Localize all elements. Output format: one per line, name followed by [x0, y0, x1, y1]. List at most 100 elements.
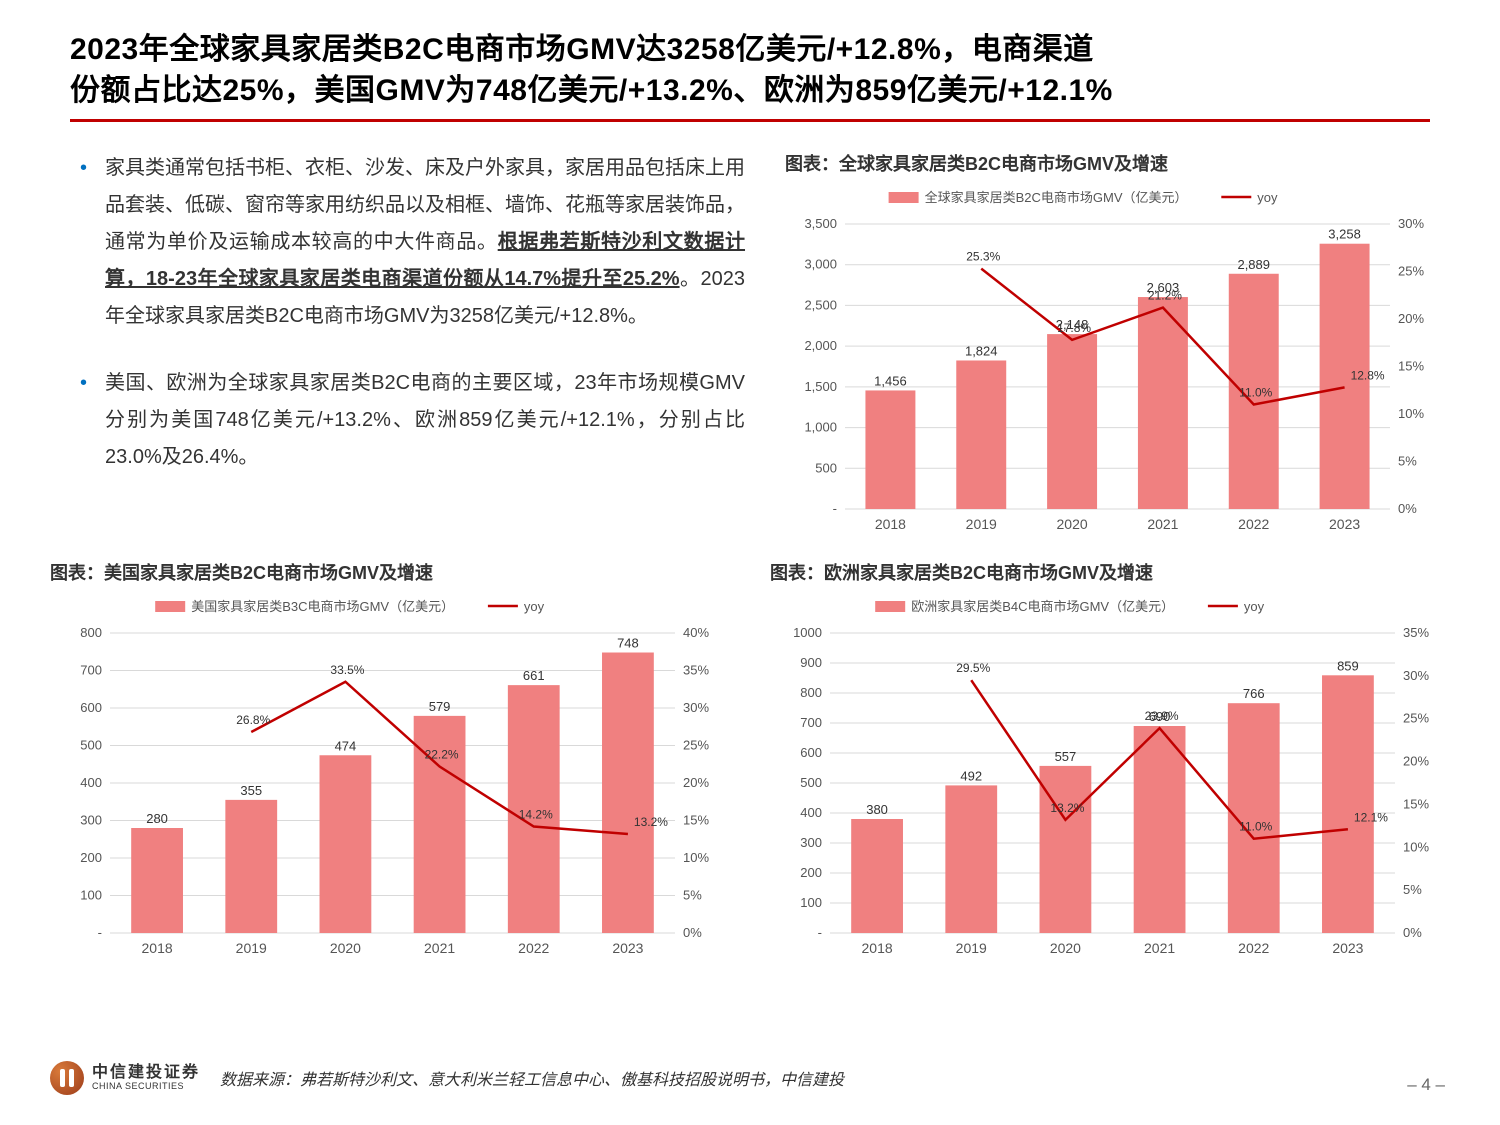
- svg-text:859: 859: [1337, 658, 1359, 673]
- bullet-dot-icon: •: [80, 365, 87, 476]
- svg-text:200: 200: [80, 850, 102, 865]
- chart-eu-title: 图表：欧洲家具家居类B2C电商市场GMV及增速: [770, 559, 1450, 585]
- svg-text:yoy: yoy: [1257, 190, 1278, 205]
- bullet-item: •家具类通常包括书柜、衣柜、沙发、床及户外家具，家居用品包括床上用品套装、低碳、…: [80, 150, 745, 335]
- svg-text:2018: 2018: [862, 940, 893, 956]
- svg-text:0%: 0%: [683, 925, 702, 940]
- chart-global: 全球家具家居类B2C电商市场GMV（亿美元）yoy-5001,0001,5002…: [785, 184, 1450, 539]
- svg-text:3,500: 3,500: [804, 216, 837, 231]
- title-line-1: 2023年全球家具家居类B2C电商市场GMV达3258亿美元/+12.8%，电商…: [70, 33, 1094, 66]
- page-title-block: 2023年全球家具家居类B2C电商市场GMV达3258亿美元/+12.8%，电商…: [70, 30, 1430, 122]
- svg-text:35%: 35%: [683, 663, 709, 678]
- svg-text:2021: 2021: [1144, 940, 1175, 956]
- svg-text:25.3%: 25.3%: [966, 250, 1000, 264]
- svg-text:12.1%: 12.1%: [1354, 810, 1388, 824]
- svg-text:5%: 5%: [1398, 454, 1417, 469]
- svg-text:600: 600: [800, 745, 822, 760]
- footer: 中信建投证券 CHINA SECURITIES 数据来源：弗若斯特沙利文、意大利…: [50, 1061, 1450, 1095]
- svg-text:10%: 10%: [683, 850, 709, 865]
- svg-text:15%: 15%: [683, 813, 709, 828]
- svg-text:748: 748: [617, 636, 639, 651]
- svg-text:2020: 2020: [1057, 516, 1088, 532]
- svg-text:766: 766: [1243, 686, 1265, 701]
- svg-text:33.5%: 33.5%: [330, 663, 364, 677]
- svg-text:579: 579: [429, 699, 451, 714]
- svg-text:200: 200: [800, 865, 822, 880]
- svg-text:2023: 2023: [1329, 516, 1360, 532]
- svg-text:100: 100: [800, 895, 822, 910]
- svg-text:2,500: 2,500: [804, 297, 837, 312]
- svg-text:30%: 30%: [683, 700, 709, 715]
- svg-text:25%: 25%: [683, 738, 709, 753]
- svg-text:300: 300: [80, 813, 102, 828]
- svg-text:14.2%: 14.2%: [519, 808, 553, 822]
- svg-text:11.0%: 11.0%: [1239, 820, 1272, 834]
- svg-text:355: 355: [240, 783, 262, 798]
- svg-text:20%: 20%: [1398, 311, 1424, 326]
- svg-text:-: -: [818, 925, 822, 940]
- svg-text:3,258: 3,258: [1328, 227, 1361, 242]
- svg-text:yoy: yoy: [524, 599, 545, 614]
- svg-text:20%: 20%: [683, 775, 709, 790]
- svg-text:20%: 20%: [1403, 754, 1429, 769]
- svg-text:0%: 0%: [1403, 925, 1422, 940]
- svg-text:800: 800: [80, 625, 102, 640]
- title-line-2: 份额占比达25%，美国GMV为748亿美元/+13.2%、欧洲为859亿美元/+…: [70, 74, 1113, 107]
- svg-text:2022: 2022: [518, 940, 549, 956]
- svg-text:13.2%: 13.2%: [1050, 801, 1084, 815]
- svg-text:1,000: 1,000: [804, 420, 837, 435]
- svg-text:380: 380: [866, 802, 888, 817]
- bullet-dot-icon: •: [80, 150, 87, 335]
- svg-text:3,000: 3,000: [804, 257, 837, 272]
- svg-text:30%: 30%: [1403, 668, 1429, 683]
- svg-text:0%: 0%: [1398, 501, 1417, 516]
- page-title: 2023年全球家具家居类B2C电商市场GMV达3258亿美元/+12.8%，电商…: [70, 30, 1430, 111]
- svg-text:13.2%: 13.2%: [634, 815, 668, 829]
- svg-text:11.0%: 11.0%: [1239, 386, 1272, 400]
- svg-text:2019: 2019: [966, 516, 997, 532]
- svg-text:全球家具家居类B2C电商市场GMV（亿美元）: 全球家具家居类B2C电商市场GMV（亿美元）: [925, 190, 1188, 205]
- chart-global-title: 图表：全球家具家居类B2C电商市场GMV及增速: [785, 150, 1450, 176]
- svg-text:35%: 35%: [1403, 625, 1429, 640]
- svg-text:欧洲家具家居类B4C电商市场GMV（亿美元）: 欧洲家具家居类B4C电商市场GMV（亿美元）: [911, 599, 1174, 614]
- svg-text:400: 400: [80, 775, 102, 790]
- svg-text:26.8%: 26.8%: [236, 713, 270, 727]
- svg-text:100: 100: [80, 888, 102, 903]
- svg-text:22.2%: 22.2%: [425, 748, 459, 762]
- svg-text:2020: 2020: [330, 940, 361, 956]
- logo-cn: 中信建投证券: [92, 1065, 200, 1082]
- svg-text:600: 600: [80, 700, 102, 715]
- svg-text:2019: 2019: [956, 940, 987, 956]
- svg-text:30%: 30%: [1398, 216, 1424, 231]
- bullet-item: •美国、欧洲为全球家具家居类B2C电商的主要区域，23年市场规模GMV分别为美国…: [80, 365, 745, 476]
- brand-logo: 中信建投证券 CHINA SECURITIES: [50, 1061, 200, 1095]
- svg-text:10%: 10%: [1398, 406, 1424, 421]
- chart-us: 美国家具家居类B3C电商市场GMV（亿美元） yoy - 100 200 300 400 50…: [50, 593, 730, 963]
- svg-text:25%: 25%: [1398, 264, 1424, 279]
- svg-text:400: 400: [800, 805, 822, 820]
- svg-text:2023: 2023: [1332, 940, 1363, 956]
- svg-text:2022: 2022: [1238, 516, 1269, 532]
- svg-text:500: 500: [80, 738, 102, 753]
- svg-text:557: 557: [1055, 749, 1077, 764]
- svg-text:40%: 40%: [683, 625, 709, 640]
- svg-text:-: -: [98, 925, 102, 940]
- svg-text:5%: 5%: [683, 888, 702, 903]
- svg-text:2023: 2023: [612, 940, 643, 956]
- svg-text:2,000: 2,000: [804, 338, 837, 353]
- svg-text:661: 661: [523, 668, 545, 683]
- svg-text:15%: 15%: [1403, 796, 1429, 811]
- svg-text:700: 700: [800, 715, 822, 730]
- data-source: 数据来源：弗若斯特沙利文、意大利米兰轻工信息中心、傲基科技招股说明书，中信建投: [220, 1066, 844, 1090]
- svg-text:2019: 2019: [236, 940, 267, 956]
- svg-text:2020: 2020: [1050, 940, 1081, 956]
- svg-text:474: 474: [335, 738, 357, 753]
- svg-text:2018: 2018: [142, 940, 173, 956]
- svg-text:美国家具家居类B3C电商市场GMV（亿美元）: 美国家具家居类B3C电商市场GMV（亿美元）: [191, 599, 454, 614]
- svg-text:280: 280: [146, 811, 168, 826]
- svg-text:17.8%: 17.8%: [1057, 321, 1091, 335]
- svg-text:700: 700: [80, 663, 102, 678]
- bullet-column: •家具类通常包括书柜、衣柜、沙发、床及户外家具，家居用品包括床上用品套装、低碳、…: [50, 140, 755, 539]
- svg-text:2021: 2021: [1147, 516, 1178, 532]
- svg-text:1,500: 1,500: [804, 379, 837, 394]
